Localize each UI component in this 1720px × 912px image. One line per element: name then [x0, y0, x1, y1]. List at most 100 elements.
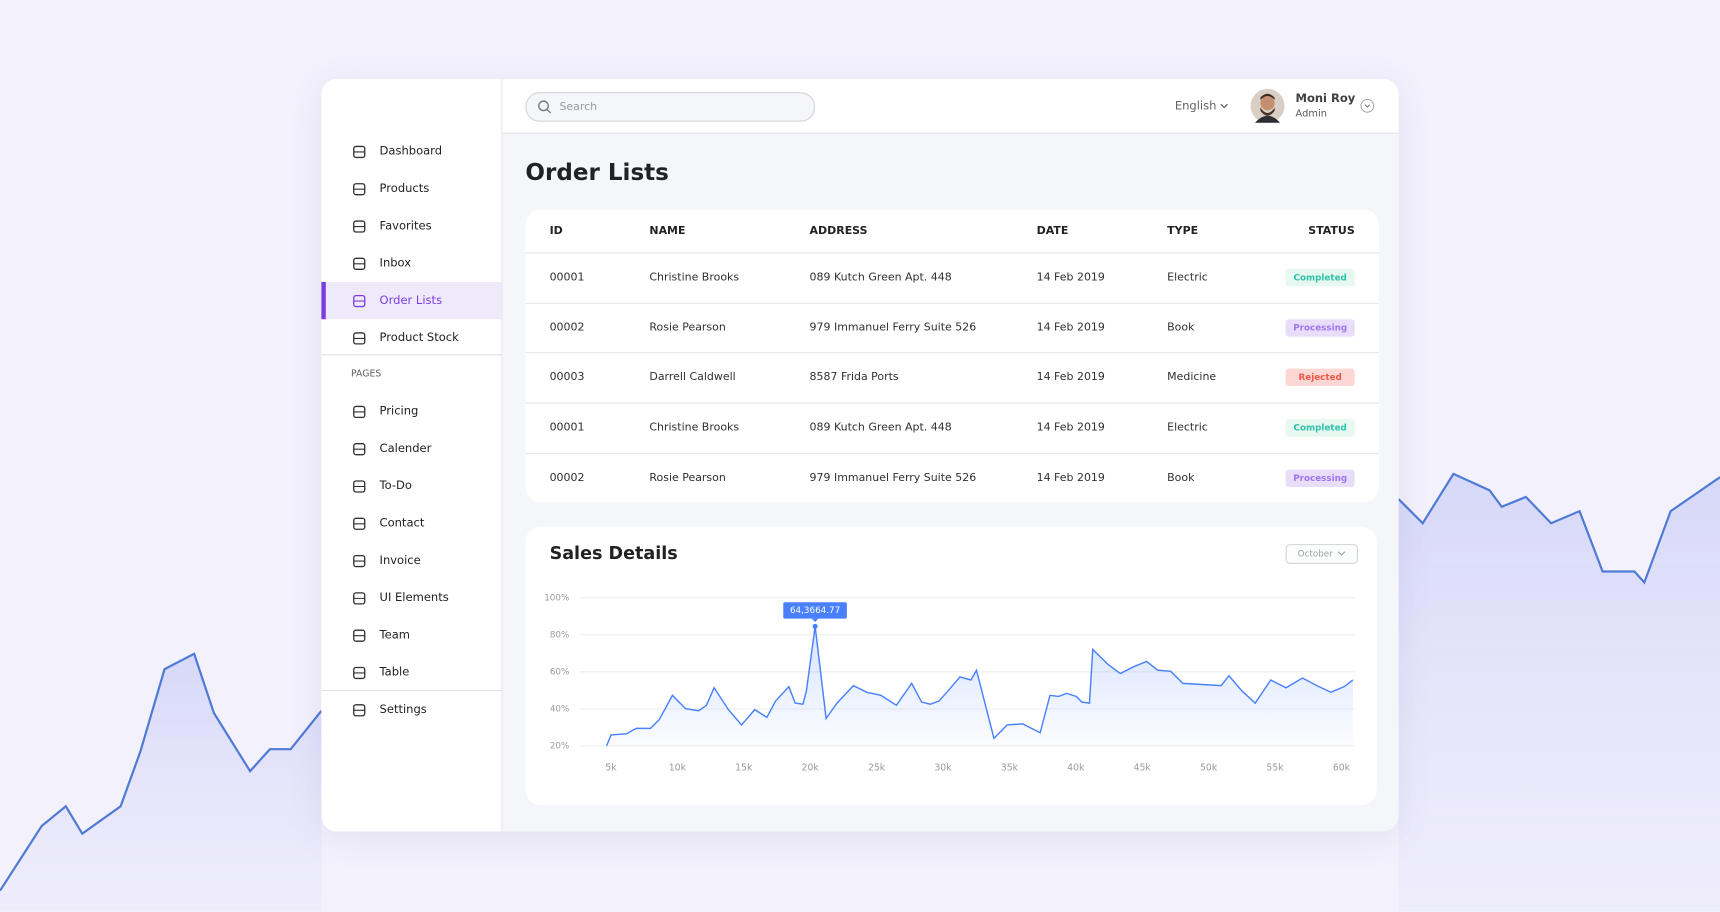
table-cell: Electric	[1167, 271, 1208, 284]
table-cell: Book	[1167, 472, 1195, 485]
menu-icon	[353, 554, 366, 567]
menu-label: Contact	[379, 516, 425, 530]
language: English	[1174, 99, 1217, 113]
table-cell: 979 Immanuel Ferry Suite 526	[809, 321, 977, 334]
column-header: ADDRESS	[809, 225, 868, 238]
search-placeholder: Search	[559, 100, 598, 113]
table-cell: 00003	[549, 371, 585, 384]
menu-item[interactable]	[321, 616, 501, 653]
menu-label: Pricing	[379, 404, 419, 418]
menu-label: To-Do	[379, 479, 412, 493]
menu-label: Calender	[379, 442, 432, 456]
menu-icon	[353, 219, 366, 233]
status-text: Rejected	[1298, 372, 1342, 383]
table-cell: Christine Brooks	[649, 421, 740, 434]
menu-icon	[353, 628, 366, 642]
divider	[321, 354, 502, 356]
y-tick-label: 100%	[544, 593, 569, 603]
menu-icon	[353, 591, 366, 604]
row-divider	[525, 352, 1379, 354]
menu-icon	[353, 145, 366, 158]
table-cell: 14 Feb 2019	[1036, 472, 1105, 485]
menu-icon	[353, 517, 366, 530]
x-tick-label: 55k	[1266, 762, 1284, 773]
status-badge: Processing	[1285, 318, 1355, 337]
table-cell: Darrell Caldwell	[649, 371, 736, 384]
tooltip-box	[783, 602, 847, 619]
y-tick-label: 80%	[550, 630, 569, 640]
sales-card	[525, 526, 1377, 806]
table-cell: 00001	[549, 271, 585, 284]
chevron	[1337, 551, 1346, 556]
status-text: Completed	[1293, 422, 1347, 433]
menu-label: Product Stock	[379, 331, 459, 345]
status-text: Completed	[1293, 272, 1347, 283]
menu-label: Table	[379, 665, 410, 680]
menu-item[interactable]	[321, 281, 502, 320]
menu-label: Invoice	[379, 553, 421, 568]
menu-icon	[353, 666, 366, 679]
point	[812, 623, 818, 629]
active-indicator	[321, 281, 326, 320]
x-tick-label: 60k	[1333, 762, 1351, 773]
menu-icon	[353, 182, 366, 195]
x-tick-label: 35k	[1001, 762, 1019, 773]
x-tick-label: 45k	[1134, 762, 1152, 773]
menu-icon	[353, 442, 366, 455]
status-badge: Completed	[1285, 419, 1355, 437]
search-icon	[538, 100, 552, 114]
table-cell: Electric	[1167, 421, 1208, 434]
row-divider	[525, 402, 1379, 404]
menu-label: Dashboard	[379, 144, 443, 158]
table-cell: 14 Feb 2019	[1036, 271, 1105, 284]
month-filter[interactable]: October	[1285, 544, 1359, 564]
column-header: NAME	[649, 225, 686, 238]
status-text: Processing	[1293, 322, 1348, 333]
divider	[321, 689, 502, 692]
menu-icon	[353, 405, 366, 418]
user-role: Admin	[1295, 108, 1327, 120]
status-badge: Processing	[1285, 469, 1355, 487]
table-cell: 00002	[549, 472, 585, 485]
search-box[interactable]: Search	[525, 92, 816, 122]
menu-label: Products	[379, 182, 430, 196]
menu-label: Team	[379, 628, 410, 642]
menu-icon	[353, 294, 366, 307]
profile-menu[interactable]	[1360, 99, 1375, 113]
y-tick-label: 20%	[550, 741, 569, 751]
column-header: ID	[549, 225, 563, 238]
menu-label: UI Elements	[379, 591, 449, 605]
table-cell: Medicine	[1167, 371, 1217, 384]
column-header: STATUS	[1308, 225, 1355, 238]
language-select[interactable]: English	[1175, 97, 1232, 117]
menu-icon	[353, 703, 366, 716]
menu-label: Order Lists	[379, 293, 443, 308]
status-badge: Completed	[1285, 268, 1355, 287]
table-cell: 14 Feb 2019	[1036, 421, 1105, 434]
table-cell: Christine Brooks	[649, 271, 740, 284]
y-tick-label: 60%	[550, 667, 569, 677]
table-cell: Rosie Pearson	[649, 321, 726, 334]
avatar[interactable]	[1250, 88, 1285, 123]
area	[606, 626, 1353, 746]
table-cell: 00001	[549, 421, 585, 434]
sales-title: Sales Details	[549, 542, 678, 564]
menu-item[interactable]	[321, 654, 501, 691]
line	[605, 626, 1354, 747]
row-divider	[525, 252, 1379, 254]
table-cell: 089 Kutch Green Apt. 448	[809, 421, 952, 434]
chevron	[1220, 103, 1228, 109]
x-tick-label: 50k	[1200, 762, 1218, 773]
x-tick-label: 25k	[868, 762, 886, 773]
sales-chart: 20% 40% 60% 80% 100% 5k 10k 15k 20k 25k 30k 35k 40k 4…	[544, 593, 1355, 773]
menu-item[interactable]	[321, 245, 501, 282]
menu-icon	[353, 257, 366, 270]
column-header: DATE	[1036, 225, 1069, 238]
status-text: Processing	[1293, 473, 1348, 483]
tooltip-arrow	[811, 618, 819, 622]
menu-label: Inbox	[379, 256, 412, 270]
table-cell: 979 Immanuel Ferry Suite 526	[809, 472, 977, 485]
status-badge: Rejected	[1285, 369, 1355, 387]
